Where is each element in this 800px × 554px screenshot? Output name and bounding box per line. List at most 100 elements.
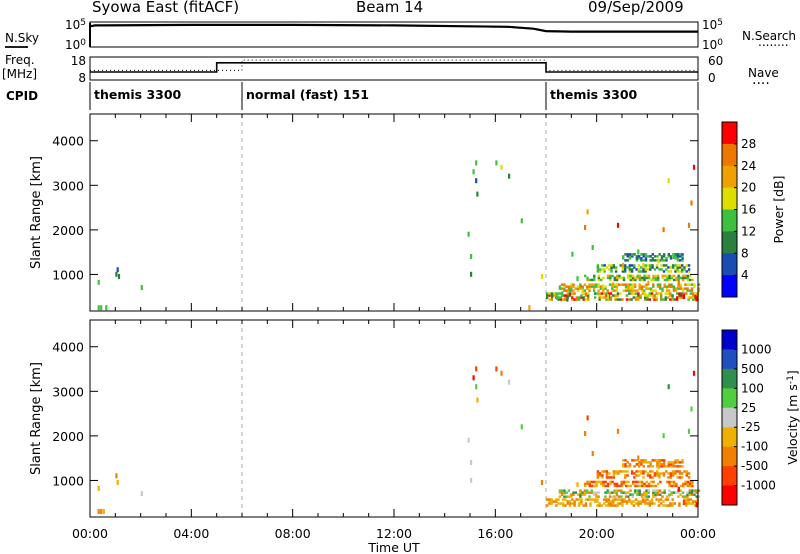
nave-legend-dots: .... xyxy=(752,72,770,88)
range-cell xyxy=(116,267,119,273)
range-cell xyxy=(557,292,560,295)
range-cell xyxy=(571,292,574,295)
range-cell xyxy=(584,298,588,301)
range-cell xyxy=(663,489,666,492)
range-cell xyxy=(676,296,679,299)
range-cell xyxy=(660,298,663,301)
range-cell xyxy=(601,268,604,271)
range-cell xyxy=(555,292,558,295)
range-cell xyxy=(624,495,628,498)
range-cell xyxy=(654,491,657,494)
range-cell xyxy=(642,268,645,271)
range-cell xyxy=(470,460,473,465)
range-cell xyxy=(470,254,473,259)
range-cell xyxy=(664,296,667,299)
range-cell xyxy=(638,274,642,278)
colorbar-segment xyxy=(722,446,737,467)
y-axis-label: Slant Range [km] xyxy=(29,362,44,475)
range-cell xyxy=(643,495,646,498)
range-cell xyxy=(639,296,642,299)
range-cell xyxy=(616,222,620,228)
range-cell xyxy=(623,498,626,501)
range-cell xyxy=(635,255,639,258)
range-cell xyxy=(644,268,647,271)
range-cell xyxy=(608,264,611,267)
range-cell xyxy=(643,278,646,282)
range-cell xyxy=(626,253,629,256)
range-cell xyxy=(679,287,682,290)
range-cell xyxy=(684,480,687,484)
range-cell xyxy=(605,292,608,295)
range-cell xyxy=(660,459,664,462)
range-cell xyxy=(670,285,673,288)
range-cell xyxy=(685,500,688,503)
range-cell xyxy=(570,493,573,496)
range-cell xyxy=(667,465,670,468)
colorbar-tick-label: 100 xyxy=(741,381,764,395)
range-cell xyxy=(643,484,646,488)
range-cell xyxy=(634,292,638,295)
range-cell xyxy=(575,298,578,301)
ytick-label: 1000 xyxy=(52,473,84,488)
range-cell xyxy=(587,296,590,299)
range-cell xyxy=(685,270,688,273)
range-cell xyxy=(666,292,670,295)
range-cell xyxy=(697,489,701,492)
range-cell xyxy=(633,465,636,468)
range-cell xyxy=(681,268,684,271)
range-cell xyxy=(681,266,684,269)
range-cell xyxy=(656,255,659,258)
range-cell xyxy=(682,482,685,486)
range-cell xyxy=(640,257,643,260)
range-cell xyxy=(592,283,596,286)
range-cell xyxy=(601,470,604,473)
range-cell xyxy=(687,472,691,475)
range-cell xyxy=(615,278,619,282)
range-cell xyxy=(583,489,587,492)
range-cell xyxy=(576,493,580,496)
range-cell xyxy=(627,495,630,498)
colorbar-tick-label: 24 xyxy=(741,159,756,173)
range-cell xyxy=(625,484,628,488)
range-cell xyxy=(636,276,639,280)
range-cell xyxy=(608,268,611,271)
freq-series xyxy=(90,61,698,73)
range-cell xyxy=(580,500,583,503)
range-cell xyxy=(593,292,597,295)
range-cell xyxy=(663,253,666,256)
range-cell xyxy=(603,264,606,267)
chart-title: Syowa East (fitACF) xyxy=(92,0,240,16)
colorbar-segment xyxy=(722,427,737,448)
range-cell xyxy=(677,287,680,290)
nsearch-legend-dots: ........ xyxy=(758,35,789,49)
range-cell xyxy=(630,470,634,473)
range-cell xyxy=(628,465,632,468)
range-cell xyxy=(628,266,631,269)
range-cell xyxy=(560,287,564,290)
range-cell xyxy=(590,480,594,484)
range-cell xyxy=(593,480,596,484)
range-cell xyxy=(669,298,672,301)
range-cell xyxy=(140,285,143,291)
range-cell xyxy=(580,296,583,299)
range-cell xyxy=(663,255,666,258)
range-cell xyxy=(693,285,696,288)
range-cell xyxy=(609,292,613,295)
range-cell xyxy=(675,484,678,488)
range-cell xyxy=(615,289,619,292)
range-cell xyxy=(117,274,121,279)
range-cell xyxy=(682,500,685,506)
range-cell xyxy=(566,502,569,505)
range-cell xyxy=(562,498,565,501)
range-cell xyxy=(658,268,661,271)
range-cell xyxy=(603,296,606,299)
range-cell xyxy=(605,470,609,473)
range-cell xyxy=(577,504,581,507)
range-cell xyxy=(666,504,670,507)
range-cell xyxy=(622,283,625,286)
range-cell xyxy=(548,502,551,505)
range-cell xyxy=(626,465,629,468)
colorbar-segment xyxy=(722,466,737,487)
range-cell xyxy=(611,491,614,494)
